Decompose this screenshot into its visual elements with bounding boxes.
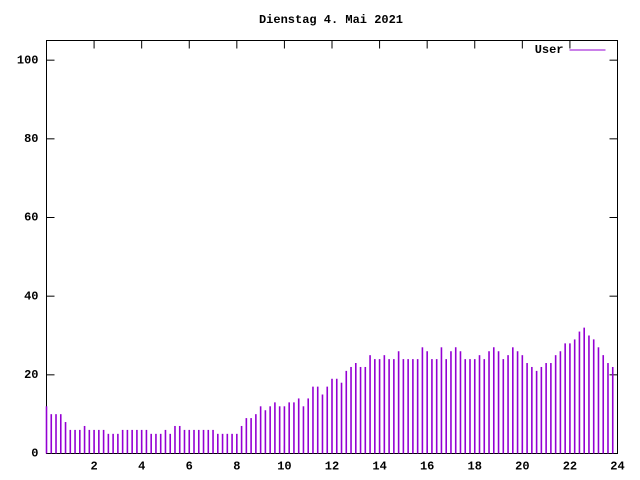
y-tick-label: 60 [24,211,38,225]
y-tick-label: 0 [31,447,38,461]
chart-title: Dienstag 4. Mai 2021 [259,13,403,27]
x-tick-label: 16 [420,460,434,474]
x-tick-label: 6 [186,460,193,474]
y-tick-label: 40 [24,289,38,303]
legend-label: User [535,43,564,57]
y-tick-label: 80 [24,132,38,146]
x-tick-label: 24 [610,460,624,474]
x-tick-label: 22 [563,460,577,474]
y-tick-label: 20 [24,368,38,382]
x-tick-label: 4 [138,460,145,474]
y-tick-label: 100 [17,53,39,67]
x-tick-label: 14 [372,460,386,474]
x-tick-label: 8 [233,460,240,474]
x-tick-label: 20 [515,460,529,474]
x-tick-label: 10 [277,460,291,474]
x-tick-label: 12 [325,460,339,474]
x-tick-label: 18 [468,460,482,474]
x-tick-label: 2 [90,460,97,474]
